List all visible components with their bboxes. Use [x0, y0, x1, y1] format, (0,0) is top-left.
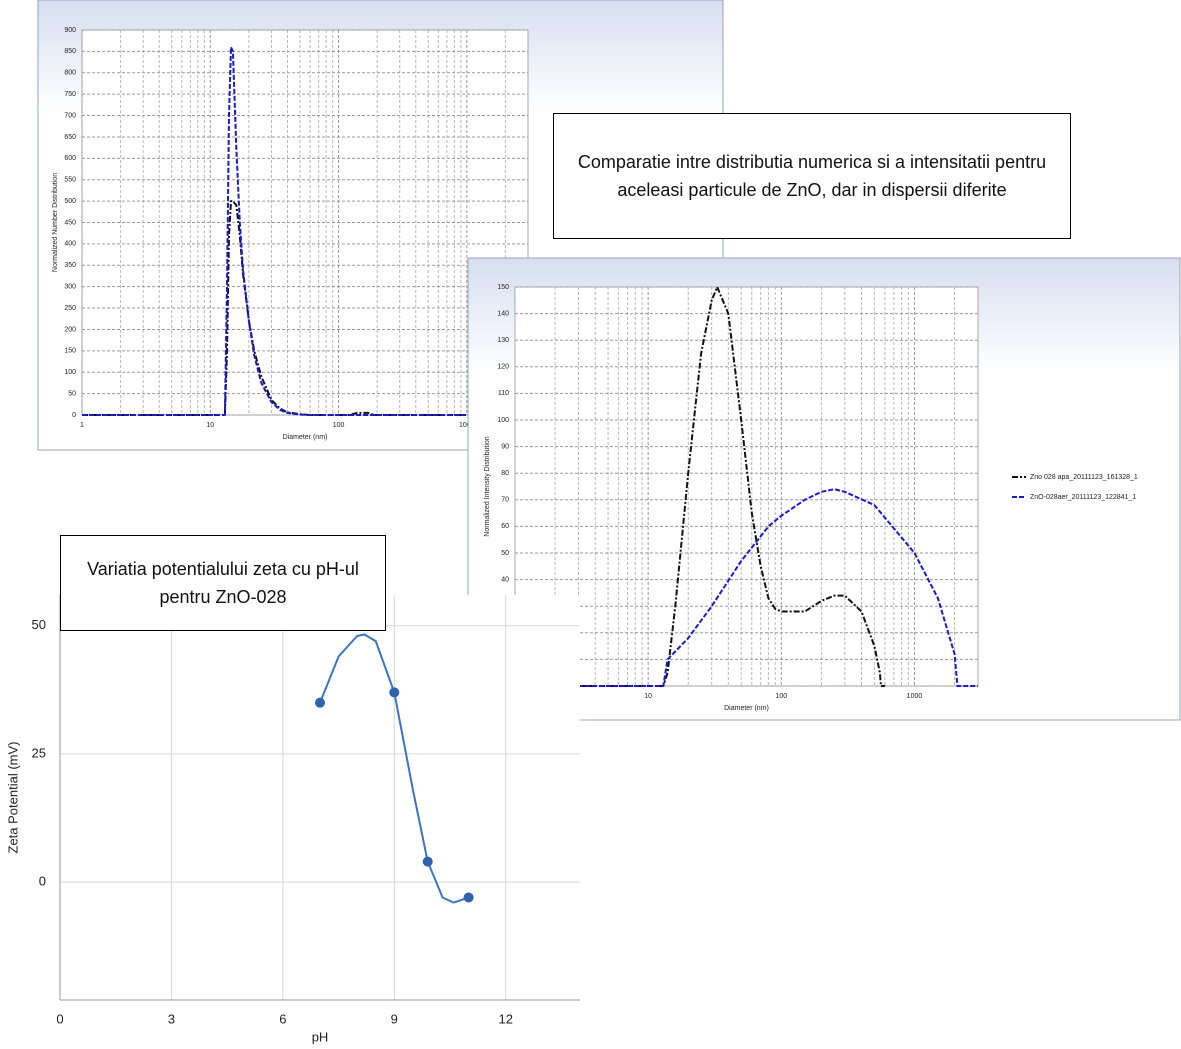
y-axis-label: Normalized Intensity Distribution	[484, 436, 491, 536]
y-tick-label: 0	[39, 874, 46, 889]
x-tick-label: 10	[206, 422, 214, 429]
y-tick-label: 50	[32, 617, 46, 632]
y-tick-label: 150	[64, 348, 76, 355]
x-tick-label: 12	[498, 1011, 512, 1026]
x-tick-label: 100	[775, 693, 787, 700]
x-tick-label: 10	[644, 693, 652, 700]
y-tick-label: 200	[64, 326, 76, 333]
x-tick-label: 6	[279, 1011, 286, 1026]
x-tick-label: 1	[80, 422, 84, 429]
y-tick-label: 300	[64, 284, 76, 291]
y-tick-label: 100	[497, 417, 509, 424]
y-axis-label: Normalized Number Distribution	[52, 173, 59, 272]
caption-box: Comparatie intre distributia numerica si…	[553, 113, 1071, 239]
y-tick-label: 100	[64, 369, 76, 376]
y-tick-label: 50	[501, 550, 509, 557]
y-tick-label: 900	[64, 27, 76, 34]
y-tick-label: 800	[64, 70, 76, 77]
y-tick-label: 120	[497, 364, 509, 371]
plot-area	[514, 286, 979, 687]
data-point	[422, 856, 433, 867]
y-tick-label: 80	[501, 470, 509, 477]
y-tick-label: 400	[64, 241, 76, 248]
y-tick-label: 650	[64, 134, 76, 141]
y-tick-label: 750	[64, 91, 76, 98]
x-tick-label: 0	[56, 1011, 63, 1026]
x-tick-label: 1000	[907, 693, 923, 700]
y-axis-label: Zeta Potential (mV)	[5, 742, 20, 854]
y-tick-label: 700	[64, 112, 76, 119]
data-point	[463, 892, 474, 903]
y-tick-label: 50	[68, 390, 76, 397]
chart: 0102030405060708090100110120130140150101…	[467, 257, 1181, 721]
chart: 0 25 50 0 3 6 9 12 pH Zeta Potential (mV)	[0, 595, 580, 1049]
x-tick-label: 3	[168, 1011, 175, 1026]
y-tick-label: 150	[497, 284, 509, 291]
series-line	[82, 46, 467, 416]
legend-label: Zno 028 apa_20111123_161328_1	[1030, 474, 1138, 481]
series-line	[515, 488, 978, 687]
x-axis-label: pH	[312, 1029, 329, 1044]
x-axis-label: Diameter (nm)	[724, 705, 769, 712]
series-line	[82, 200, 467, 416]
y-tick-label: 500	[64, 198, 76, 205]
y-tick-label: 0	[72, 412, 76, 419]
data-point	[389, 687, 400, 698]
legend-label: ZnO-028aer_20111123_122841_1	[1030, 494, 1136, 501]
y-tick-label: 550	[64, 177, 76, 184]
x-axis-label: Diameter (nm)	[283, 434, 328, 441]
x-tick-label: 100	[333, 422, 345, 429]
x-tick-label: 9	[391, 1011, 398, 1026]
y-tick-label: 140	[497, 310, 509, 317]
y-tick-label: 130	[497, 337, 509, 344]
data-point	[315, 697, 325, 708]
y-tick-label: 25	[32, 745, 46, 760]
caption-box: Variatia potentialului zeta cu pH-ul pen…	[60, 535, 386, 631]
y-tick-label: 70	[501, 497, 509, 504]
series-line	[515, 286, 885, 687]
y-tick-label: 850	[64, 48, 76, 55]
y-tick-label: 110	[498, 390, 509, 397]
plot-area	[60, 595, 580, 1000]
y-tick-label: 600	[64, 155, 76, 162]
y-tick-label: 450	[64, 219, 76, 226]
y-tick-label: 40	[501, 576, 509, 583]
y-tick-label: 90	[501, 443, 509, 450]
y-tick-label: 60	[501, 523, 509, 530]
y-tick-label: 250	[64, 305, 76, 312]
y-tick-label: 350	[64, 262, 76, 269]
x-tick-label: 1000	[459, 422, 475, 429]
